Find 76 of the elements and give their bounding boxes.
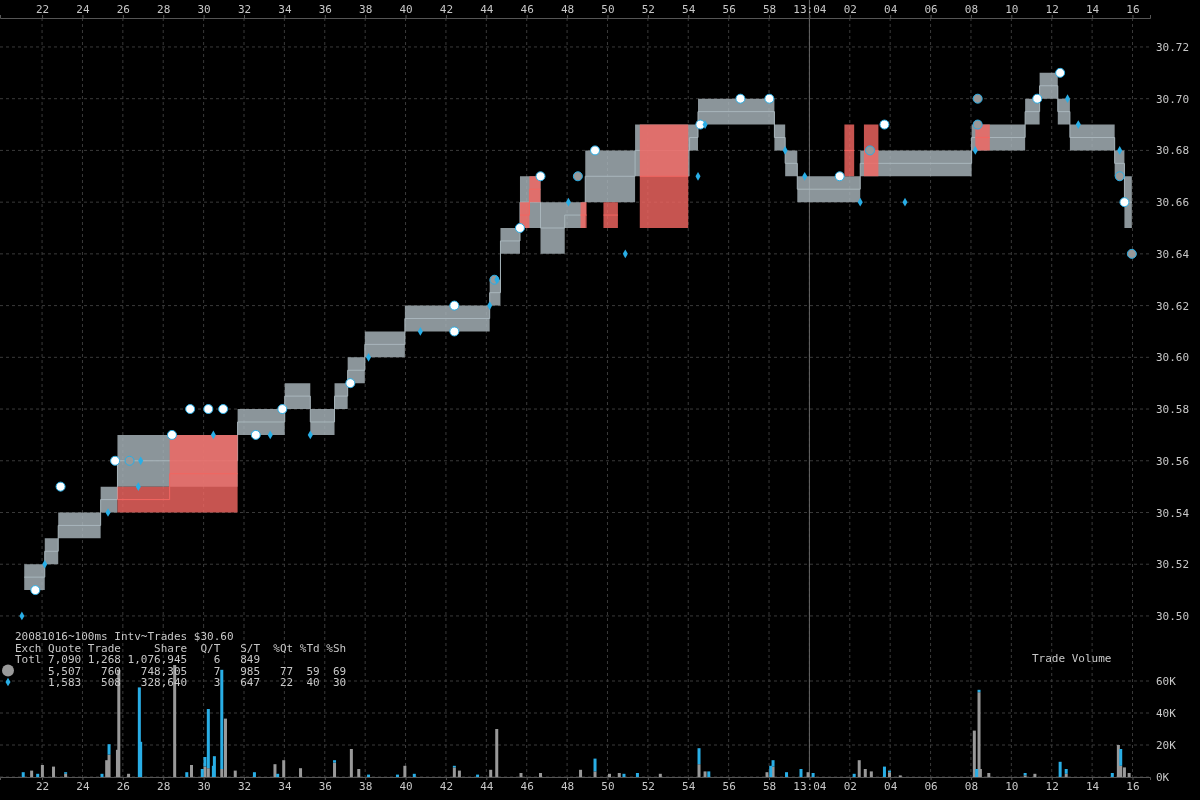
x2-tick-label: 58 — [762, 3, 777, 16]
x2-tick-label: 32 — [237, 3, 252, 16]
x2-tick-label: 36 — [318, 3, 332, 16]
x-tick-label: 08 — [964, 779, 979, 793]
x-tick-label: 30 — [197, 779, 211, 793]
x-tick-label: 42 — [439, 779, 454, 793]
x-tick-label: 38 — [359, 779, 373, 793]
x2-tick-label: 13:04 — [793, 3, 827, 16]
y-tick-label: 30.52 — [1156, 558, 1190, 572]
y-tick-label: 30.56 — [1156, 454, 1190, 468]
x-tick-label: 52 — [641, 779, 655, 793]
y-tick-label: 30.58 — [1156, 403, 1190, 417]
x-tick-label: 54 — [682, 779, 696, 793]
y-tick-label: 30.54 — [1156, 506, 1190, 520]
x2-tick-label: 08 — [964, 3, 979, 16]
y-tick-label: 30.64 — [1156, 247, 1190, 261]
x2-tick-label: 14 — [1085, 3, 1100, 16]
x-tick-label: 10 — [1005, 779, 1019, 793]
x2-tick-label: 44 — [480, 3, 494, 16]
x2-tick-label: 26 — [116, 3, 130, 16]
x2-tick-label: 34 — [278, 3, 292, 16]
x2-tick-label: 46 — [520, 3, 534, 16]
x-tick-label: 02 — [843, 779, 857, 793]
x-tick-label: 48 — [560, 779, 575, 793]
x2-tick-label: 38 — [359, 3, 373, 16]
y-tick-label: 0K — [1156, 771, 1170, 785]
x-tick-label: 50 — [601, 779, 615, 793]
y-tick-label: 30.66 — [1156, 196, 1190, 210]
x2-tick-label: 48 — [560, 3, 575, 16]
x2-tick-label: 50 — [601, 3, 615, 16]
x2-tick-label: 02 — [843, 3, 857, 16]
x-tick-label: 04 — [884, 779, 898, 793]
x2-tick-label: 04 — [884, 3, 898, 16]
y-tick-label: 30.68 — [1156, 144, 1190, 158]
x2-tick-label: 22 — [35, 3, 50, 16]
x-tick-label: 16 — [1126, 779, 1140, 793]
x2-tick-label: 10 — [1005, 3, 1019, 16]
x-tick-label: 14 — [1085, 779, 1100, 793]
x-tick-label: 13:04 — [793, 779, 827, 793]
x2-tick-label: 30 — [197, 3, 211, 16]
x2-tick-label: 40 — [399, 3, 413, 16]
x2-tick-label: 06 — [924, 3, 938, 16]
x-tick-label: 12 — [1045, 779, 1059, 793]
x-tick-label: 44 — [480, 779, 494, 793]
x2-tick-label: 12 — [1045, 3, 1059, 16]
x2-tick-label: 28 — [157, 3, 171, 16]
y-tick-label: 40K — [1156, 707, 1177, 721]
y-tick-label: 20K — [1156, 739, 1177, 753]
x-tick-label: 28 — [157, 779, 171, 793]
x-tick-label: 46 — [520, 779, 534, 793]
x-tick-label: 22 — [35, 779, 50, 793]
y-tick-label: 30.62 — [1156, 299, 1190, 313]
x-tick-label: 24 — [76, 779, 90, 793]
y-tick-label: 30.72 — [1156, 40, 1190, 54]
x2-tick-label: 56 — [722, 3, 736, 16]
x-tick-label: 36 — [318, 779, 332, 793]
y-tick-label: 30.70 — [1156, 92, 1190, 106]
x2-tick-label: 42 — [439, 3, 454, 16]
x2-tick-label: 24 — [76, 3, 90, 16]
annotation: 20081016~100ms Intv~Trades $30.60 — [15, 630, 234, 643]
x-tick-label: 56 — [722, 779, 736, 793]
y-tick-label: 30.60 — [1156, 351, 1190, 365]
x-tick-label: 34 — [278, 779, 292, 793]
annotation: Exch Quote Trade Share Q/T S/T %Qt %Td %Sh — [15, 641, 347, 655]
x-tick-label: 26 — [116, 779, 130, 793]
x-tick-label: 06 — [924, 779, 938, 793]
x-tick-label: 58 — [762, 779, 777, 793]
x-tick-label: 32 — [237, 779, 252, 793]
x-tick-label: 40 — [399, 779, 413, 793]
y-tick-label: 30.50 — [1156, 609, 1190, 623]
x2-tick-label: 52 — [641, 3, 655, 16]
text: Trade Volume — [1032, 652, 1112, 665]
y-tick-label: 60K — [1156, 675, 1177, 689]
annotation: Totl 7,090 1,268 1,076,945 6 849 — [15, 653, 261, 666]
x2-tick-label: 16 — [1126, 3, 1140, 16]
x2-tick-label: 54 — [682, 3, 696, 16]
